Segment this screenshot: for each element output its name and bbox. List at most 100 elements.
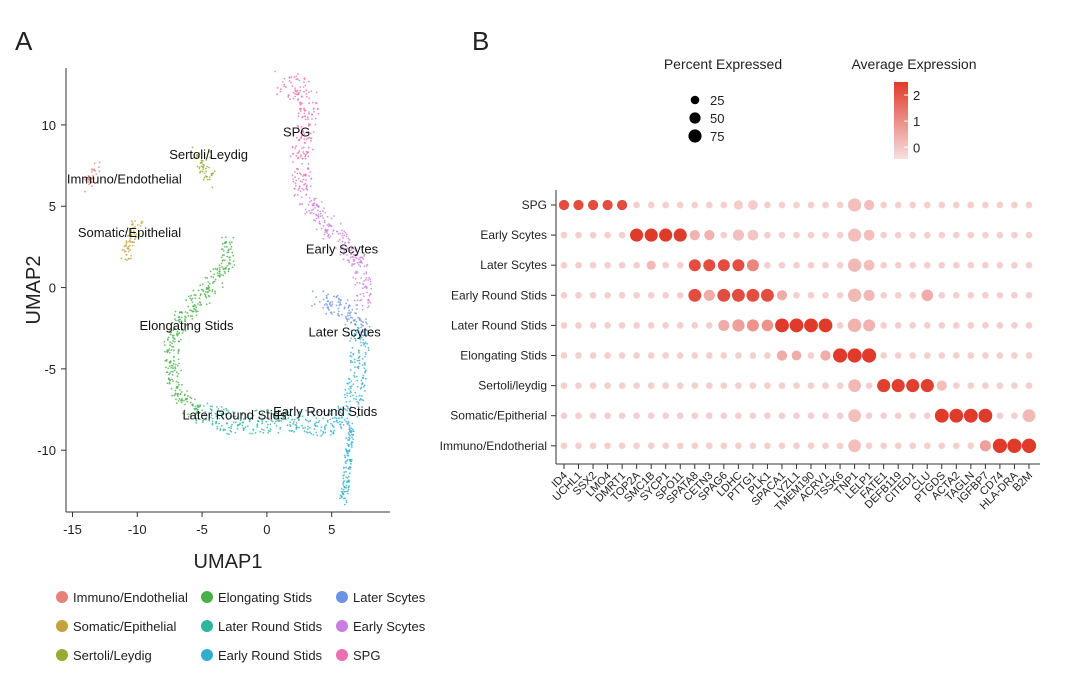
umap-point (135, 233, 138, 235)
umap-point (275, 415, 278, 417)
umap-point (164, 359, 167, 362)
umap-point (305, 211, 308, 214)
umap-point (357, 403, 360, 405)
dot-immuno-endotherial-b2m (1021, 438, 1037, 453)
umap-point (336, 421, 339, 424)
umap-point (347, 488, 350, 491)
umap-point (204, 276, 207, 279)
umap-point (357, 326, 359, 329)
umap-point (84, 190, 86, 193)
umap-point (194, 405, 197, 408)
dot-later-round-stids-defb119 (894, 322, 902, 329)
umap-point (294, 176, 297, 179)
umap-point (199, 404, 202, 406)
umap-point (344, 486, 347, 489)
umap-point (313, 414, 316, 417)
umap-point (98, 161, 101, 164)
umap-point (174, 310, 177, 313)
umap-point (216, 427, 219, 430)
umap-point (359, 299, 362, 302)
umap-point (167, 336, 170, 339)
dot-elongating-stids-fate1 (880, 352, 888, 359)
umap-point (127, 257, 130, 260)
umap-point (348, 475, 350, 478)
umap-point (345, 405, 348, 407)
dot-elongating-stids-tssk6 (833, 348, 848, 363)
umap-point (296, 172, 299, 175)
umap-point (343, 393, 346, 396)
dot-sertoli-leydig-ssx2 (589, 382, 597, 389)
dot-somatic-epitherial-smc1b (647, 412, 655, 420)
dot-somatic-epitherial-lyzl1 (793, 412, 800, 420)
dot-later-round-stids-spaca1 (775, 318, 789, 333)
umap-point (304, 155, 307, 158)
umap-point (292, 133, 295, 136)
umap-point (359, 341, 362, 344)
umap-point (236, 427, 239, 430)
umap-point (302, 151, 305, 153)
umap-point (365, 286, 368, 288)
dot-later-round-stids-plk1 (761, 319, 774, 332)
umap-point (361, 382, 364, 385)
row-label-somatic-epitherial: Somatic/Epitherial (450, 409, 547, 423)
umap-point (170, 349, 173, 351)
umap-point (220, 406, 223, 408)
umap-point (249, 417, 252, 419)
umap-point (344, 418, 346, 421)
umap-point (358, 355, 361, 358)
umap-point (360, 379, 363, 382)
umap-point (310, 199, 313, 202)
umap-point (303, 173, 305, 176)
umap-point (343, 503, 346, 506)
umap-point (351, 428, 354, 431)
umap-point (314, 219, 317, 222)
umap-point (180, 329, 183, 331)
umap-point (291, 85, 294, 87)
legend-item-somatic-epithelial: Somatic/Epithelial (56, 619, 176, 634)
dot-elongating-stids-defb119 (894, 352, 902, 359)
umap-point (348, 424, 351, 427)
dot-spg-spaca1 (778, 201, 786, 209)
umap-point (365, 318, 367, 320)
umap-point (173, 356, 175, 358)
umap-point (209, 156, 212, 159)
umap-point (320, 426, 323, 428)
umap-point (189, 413, 192, 416)
dot-sertoli-leydig-spaca1 (778, 382, 786, 389)
umap-point (312, 208, 315, 211)
umap-point (350, 430, 353, 432)
umap-point (203, 164, 206, 167)
umap-point (298, 150, 301, 153)
umap-point (218, 410, 221, 413)
legend-label: Sertoli/Leydig (73, 648, 152, 663)
umap-point (218, 266, 221, 269)
umap-point (296, 136, 298, 139)
umap-point (202, 168, 205, 171)
umap-point (351, 316, 354, 319)
umap-point (292, 153, 294, 155)
umap-point (304, 427, 306, 429)
umap-point (342, 480, 345, 483)
dot-later-scytes-tmem190 (807, 261, 815, 269)
dot-sertoli-leydig-tssk6 (836, 382, 844, 389)
umap-point (344, 408, 347, 411)
umap-point (182, 329, 185, 332)
umap-point (133, 233, 136, 235)
umap-point (359, 397, 362, 400)
dot-early-scytes-id4 (560, 231, 568, 239)
umap-point (330, 311, 332, 314)
umap-point (307, 425, 309, 428)
umap-point (321, 201, 323, 203)
umap-point (294, 92, 297, 95)
umap-point (298, 185, 301, 188)
umap-point (356, 299, 359, 302)
umap-point (195, 310, 198, 313)
dot-sertoli-leydig-id4 (560, 382, 568, 389)
dot-later-scytes-fate1 (880, 261, 888, 269)
umap-point (177, 350, 180, 353)
dot-elongating-stids-igfbp7 (982, 352, 989, 359)
umap-point (202, 166, 205, 168)
umap-point (205, 418, 208, 421)
umap-point (307, 203, 310, 206)
dot-somatic-epitherial-ptgds (934, 408, 949, 423)
